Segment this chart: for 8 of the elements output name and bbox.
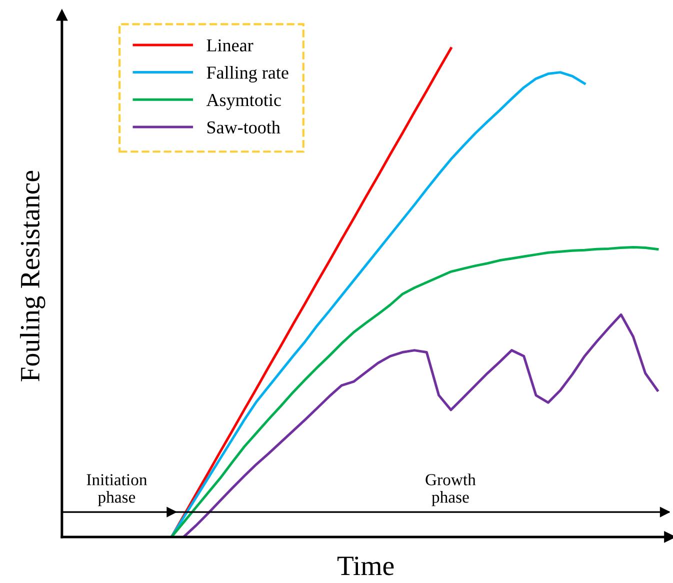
- annotation: Growth phase: [426, 474, 476, 506]
- legend-label: Linear: [206, 39, 254, 52]
- x-axis-title: Time: [337, 556, 394, 576]
- legend-label: Saw-tooth: [207, 120, 280, 134]
- legend-label: Falling rate: [206, 66, 288, 82]
- legend-label: Asymtotic: [206, 94, 281, 110]
- y-axis-title: Fouling Resistance: [20, 170, 46, 382]
- text: Initiation phase: [86, 474, 148, 506]
